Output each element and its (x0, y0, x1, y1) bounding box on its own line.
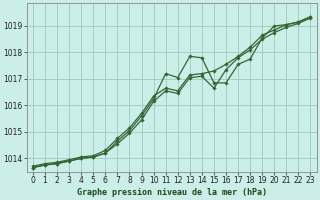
X-axis label: Graphe pression niveau de la mer (hPa): Graphe pression niveau de la mer (hPa) (77, 188, 267, 197)
